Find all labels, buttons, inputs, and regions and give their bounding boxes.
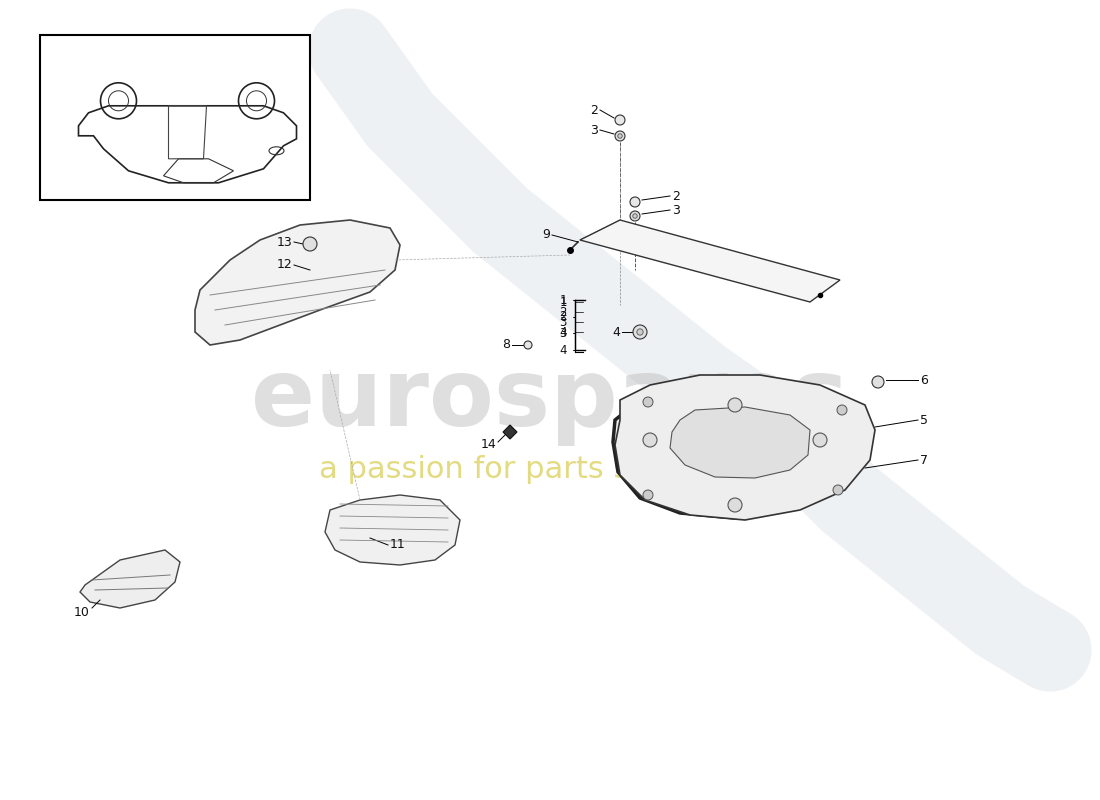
Text: 11: 11 xyxy=(390,538,406,551)
Polygon shape xyxy=(503,425,517,439)
Text: 5: 5 xyxy=(920,414,928,426)
Circle shape xyxy=(637,329,644,335)
Text: 1: 1 xyxy=(560,294,566,306)
Circle shape xyxy=(644,433,657,447)
Circle shape xyxy=(524,341,532,349)
Text: 4: 4 xyxy=(560,326,566,338)
Text: 3: 3 xyxy=(672,203,680,217)
Text: 14: 14 xyxy=(481,438,496,451)
Text: 4: 4 xyxy=(612,326,620,338)
Polygon shape xyxy=(80,550,180,608)
Circle shape xyxy=(615,115,625,125)
Polygon shape xyxy=(324,495,460,565)
Circle shape xyxy=(833,485,843,495)
Text: 8: 8 xyxy=(502,338,510,351)
Circle shape xyxy=(632,325,647,339)
Circle shape xyxy=(728,498,743,512)
Text: eurospares: eurospares xyxy=(251,354,849,446)
Circle shape xyxy=(644,490,653,500)
Text: 2: 2 xyxy=(672,190,680,202)
Circle shape xyxy=(644,397,653,407)
Polygon shape xyxy=(615,375,874,520)
Text: 10: 10 xyxy=(74,606,90,618)
Text: a passion for parts since 1985: a passion for parts since 1985 xyxy=(319,455,781,485)
Polygon shape xyxy=(580,220,840,302)
Bar xyxy=(40,35,310,200)
Circle shape xyxy=(615,131,625,141)
Text: 3: 3 xyxy=(590,123,598,137)
Polygon shape xyxy=(195,220,400,345)
Text: 12: 12 xyxy=(276,258,292,271)
Polygon shape xyxy=(670,407,810,478)
Circle shape xyxy=(630,211,640,221)
Text: 1: 1 xyxy=(560,295,566,309)
Text: 2: 2 xyxy=(560,310,566,323)
Polygon shape xyxy=(613,380,865,518)
Circle shape xyxy=(728,398,743,412)
Circle shape xyxy=(632,214,637,218)
Text: 6: 6 xyxy=(920,374,928,386)
Circle shape xyxy=(872,376,884,388)
Text: 4: 4 xyxy=(560,343,566,357)
Circle shape xyxy=(618,134,623,138)
Text: 3: 3 xyxy=(560,315,566,329)
Text: 13: 13 xyxy=(276,235,292,249)
Text: 2: 2 xyxy=(590,103,598,117)
Circle shape xyxy=(837,405,847,415)
Text: 9: 9 xyxy=(542,229,550,242)
Text: 2: 2 xyxy=(560,306,566,318)
Circle shape xyxy=(813,433,827,447)
Text: 7: 7 xyxy=(920,454,928,466)
Text: 3: 3 xyxy=(560,327,566,340)
Circle shape xyxy=(302,237,317,251)
Circle shape xyxy=(630,197,640,207)
